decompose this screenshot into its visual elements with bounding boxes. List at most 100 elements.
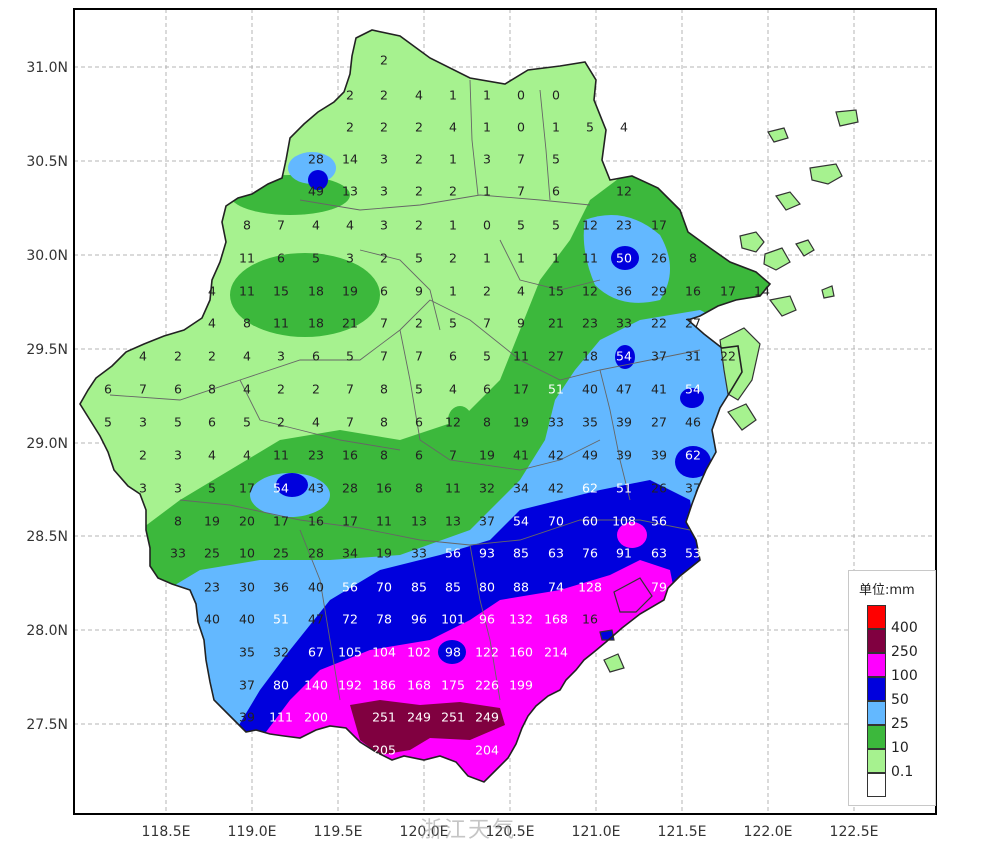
rainfall-value: 14 [754,284,770,299]
legend-label: 250 [891,644,918,660]
rainfall-value: 62 [685,448,701,463]
legend-swatch [867,725,886,749]
rainfall-value: 160 [509,645,533,660]
rainfall-value: 5 [104,415,112,430]
lon-tick: 120.0E [400,824,449,840]
rainfall-value: 4 [208,284,216,299]
plot-frame [73,8,937,815]
rainfall-value: 7 [380,349,388,364]
lat-tick: 30.5N [26,154,68,170]
rainfall-value: 6 [174,382,182,397]
lon-tick: 120.5E [486,824,535,840]
rainfall-value: 34 [513,481,529,496]
rainfall-value: 5 [174,415,182,430]
rainfall-value: 43 [308,481,324,496]
rainfall-value: 23 [582,316,598,331]
rainfall-value: 104 [372,645,396,660]
rainfall-value: 11 [445,481,461,496]
rainfall-value: 140 [304,678,328,693]
rainfall-value: 108 [612,514,636,529]
longitude-axis: 118.5E 119.0E 119.5E 120.0E 120.5E 121.0… [142,824,879,840]
rainfall-value: 249 [475,710,499,725]
rainfall-value: 16 [308,514,324,529]
rainfall-value: 16 [685,284,701,299]
rainfall-value: 28 [342,481,358,496]
lat-tick: 29.5N [26,342,68,358]
rainfall-value: 6 [380,284,388,299]
lat-tick: 27.5N [26,717,68,733]
rainfall-value: 76 [582,546,598,561]
rainfall-value: 1 [483,251,491,266]
rainfall-value: 17 [513,382,529,397]
rainfall-value: 5 [449,316,457,331]
rainfall-value: 101 [441,612,465,627]
rainfall-value: 37 [651,349,667,364]
rainfall-value: 2 [208,349,216,364]
rainfall-value: 23 [308,448,324,463]
rainfall-value: 5 [552,218,560,233]
rainfall-value: 122 [475,645,499,660]
legend-swatch [867,605,886,629]
rainfall-value: 60 [582,514,598,529]
rainfall-value: 3 [277,349,285,364]
lon-tick: 119.5E [314,824,363,840]
rainfall-value: 6 [104,382,112,397]
rainfall-value: 0 [483,218,491,233]
rainfall-value: 80 [479,580,495,595]
rainfall-value: 3 [380,184,388,199]
rainfall-value: 8 [380,448,388,463]
latitude-axis: 31.0N 30.5N 30.0N 29.5N 29.0N 28.5N 28.0… [26,60,68,733]
rainfall-value: 3 [174,448,182,463]
rainfall-value: 1 [483,88,491,103]
rainfall-value: 5 [586,120,594,135]
rainfall-value: 33 [616,316,632,331]
rainfall-value: 13 [445,514,461,529]
rainfall-value: 3 [139,415,147,430]
rainfall-value: 1 [552,120,560,135]
rainfall-value: 8 [380,382,388,397]
rainfall-value: 5 [312,251,320,266]
rainfall-value: 54 [273,481,289,496]
rainfall-value: 18 [308,284,324,299]
rainfall-value: 50 [616,251,632,266]
rainfall-value: 1 [552,251,560,266]
rainfall-value: 8 [243,218,251,233]
rainfall-value: 5 [208,481,216,496]
rainfall-value: 2 [139,448,147,463]
rainfall-value: 21 [342,316,358,331]
rainfall-value: 132 [509,612,533,627]
rainfall-value: 0 [517,88,525,103]
rainfall-value: 2 [277,415,285,430]
rainfall-value: 2 [449,184,457,199]
rainfall-value: 1 [517,251,525,266]
lat-tick: 29.0N [26,436,68,452]
rainfall-value: 2 [483,284,491,299]
rainfall-value: 62 [582,481,598,496]
rainfall-value: 7 [483,316,491,331]
rainfall-value: 7 [380,316,388,331]
legend-label: 10 [891,740,909,756]
lon-tick: 119.0E [228,824,277,840]
rainfall-value: 37 [685,481,701,496]
rainfall-value: 6 [208,415,216,430]
rainfall-value: 33 [170,546,186,561]
rainfall-value: 19 [479,448,495,463]
rainfall-value: 175 [441,678,465,693]
rainfall-value: 4 [243,349,251,364]
legend-label: 400 [891,620,918,636]
rainfall-value: 3 [380,152,388,167]
rainfall-value: 49 [582,448,598,463]
rainfall-value: 36 [616,284,632,299]
rainfall-value: 54 [685,382,701,397]
rainfall-value: 3 [483,152,491,167]
rainfall-value: 27 [651,415,667,430]
rainfall-value: 6 [449,349,457,364]
rainfall-value: 29 [651,284,667,299]
rainfall-value: 54 [513,514,529,529]
rainfall-value: 5 [415,251,423,266]
rainfall-value: 3 [346,251,354,266]
rainfall-value: 16 [342,448,358,463]
rainfall-value: 51 [616,481,632,496]
rainfall-value: 63 [651,546,667,561]
